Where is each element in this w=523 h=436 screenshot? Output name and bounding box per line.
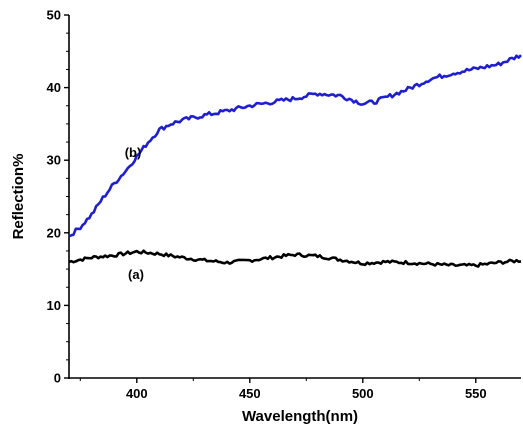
y-tick-label: 30: [47, 153, 61, 168]
axes: [64, 14, 521, 383]
y-tick-label: 50: [47, 8, 61, 23]
labels: 0 10 20 30 40 50 400 450 500 550 Wavelength(nm) Ref…: [10, 8, 487, 426]
y-tick-label: 10: [47, 298, 61, 313]
x-tick-label: 500: [352, 386, 374, 401]
x-axis-title: Wavelength(nm): [242, 408, 358, 425]
y-tick-label: 40: [47, 80, 61, 95]
series-line-a: [68, 249, 522, 268]
y-tick-label: 0: [54, 371, 61, 386]
plot-area: [68, 54, 522, 268]
x-tick-label: 450: [239, 386, 261, 401]
x-tick-label: 550: [465, 386, 487, 401]
y-tick-label: 20: [47, 225, 61, 240]
x-tick-label: 400: [126, 386, 148, 401]
series-label-a: (a): [128, 267, 144, 282]
y-axis-title: Reflection%: [10, 154, 27, 240]
series-line-b: [68, 54, 522, 238]
series-label-b: (b): [125, 145, 142, 160]
